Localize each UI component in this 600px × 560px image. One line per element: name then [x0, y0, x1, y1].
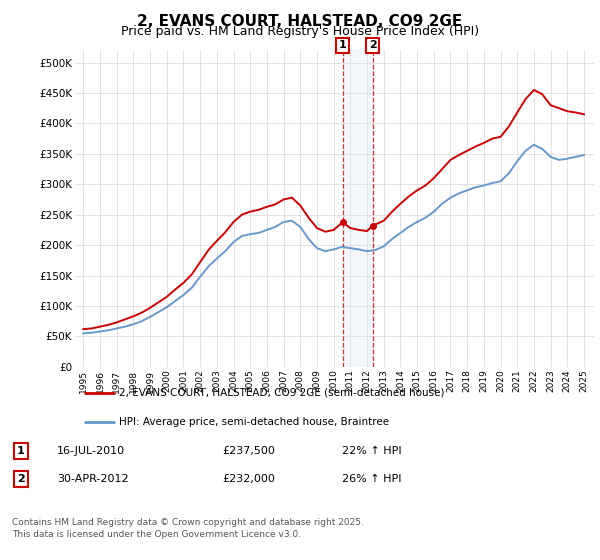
Text: Price paid vs. HM Land Registry's House Price Index (HPI): Price paid vs. HM Land Registry's House …: [121, 25, 479, 38]
Text: HPI: Average price, semi-detached house, Braintree: HPI: Average price, semi-detached house,…: [119, 417, 389, 427]
Text: 22% ↑ HPI: 22% ↑ HPI: [342, 446, 401, 456]
Text: 2, EVANS COURT, HALSTEAD, CO9 2GE: 2, EVANS COURT, HALSTEAD, CO9 2GE: [137, 14, 463, 29]
Text: 26% ↑ HPI: 26% ↑ HPI: [342, 474, 401, 484]
Text: 1: 1: [339, 40, 347, 50]
Text: 2: 2: [17, 474, 25, 484]
Text: 30-APR-2012: 30-APR-2012: [57, 474, 128, 484]
Text: 1: 1: [17, 446, 25, 456]
Text: £237,500: £237,500: [222, 446, 275, 456]
Text: Contains HM Land Registry data © Crown copyright and database right 2025.
This d: Contains HM Land Registry data © Crown c…: [12, 518, 364, 539]
Text: 2: 2: [368, 40, 376, 50]
Bar: [343, 50, 373, 367]
Text: 2, EVANS COURT, HALSTEAD, CO9 2GE (semi-detached house): 2, EVANS COURT, HALSTEAD, CO9 2GE (semi-…: [119, 388, 445, 398]
Text: £232,000: £232,000: [222, 474, 275, 484]
Text: 16-JUL-2010: 16-JUL-2010: [57, 446, 125, 456]
